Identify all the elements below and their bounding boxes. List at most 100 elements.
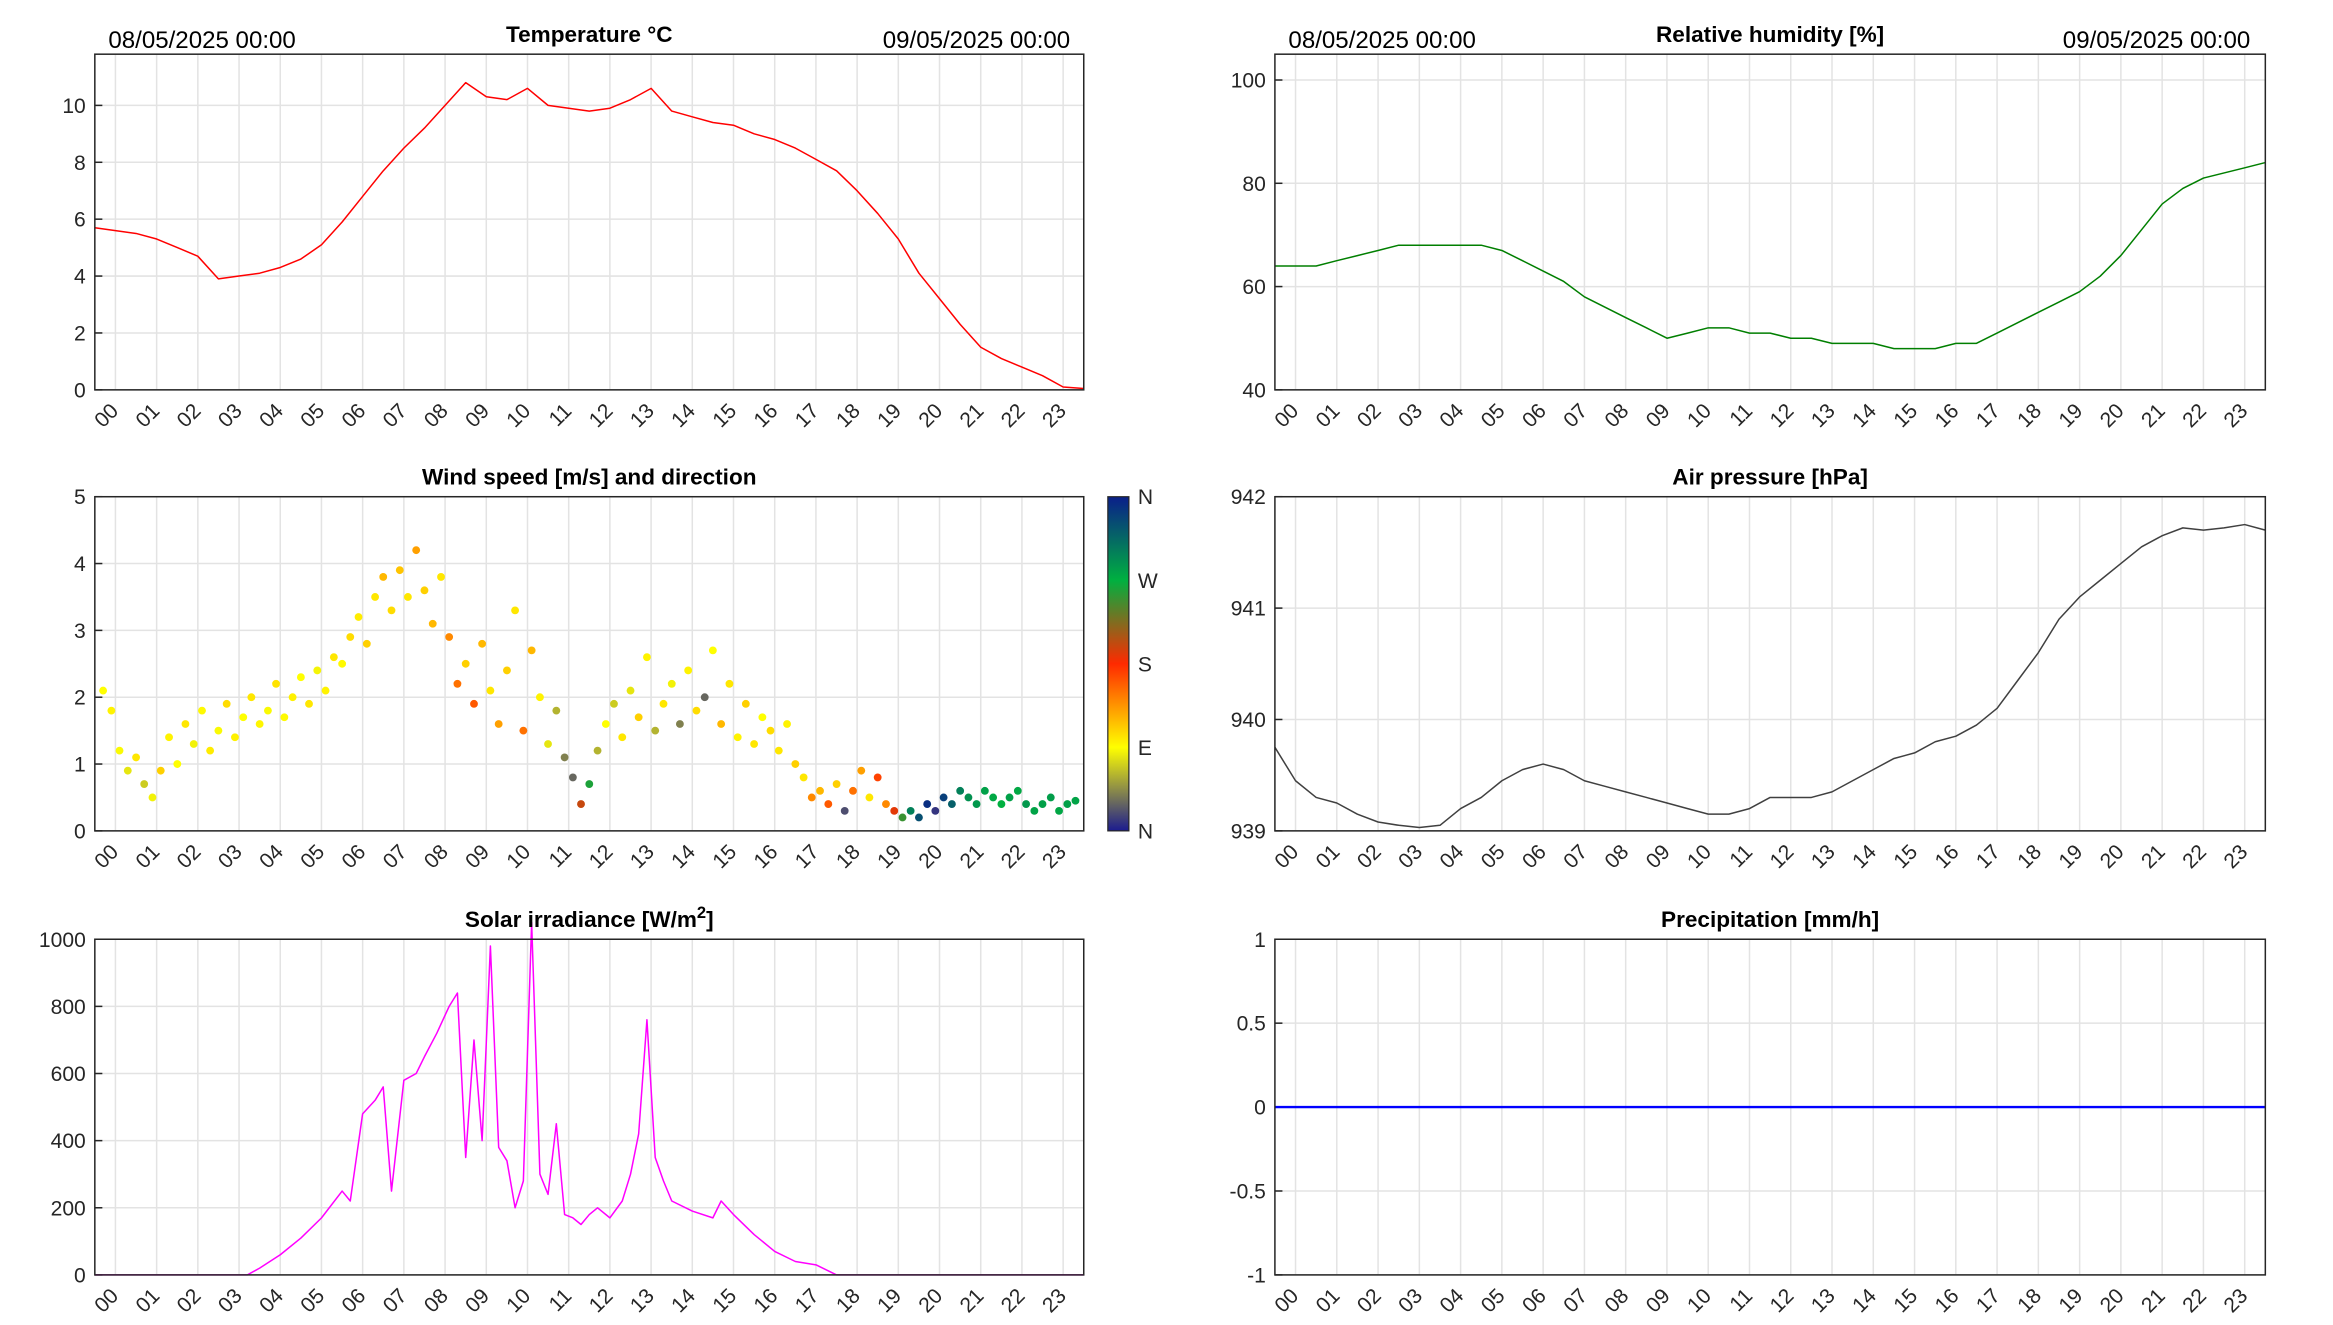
wind-point bbox=[371, 593, 380, 601]
x-tick-label: 14 bbox=[667, 399, 700, 432]
x-tick-label: 06 bbox=[1518, 399, 1551, 432]
x-tick-label: 07 bbox=[379, 840, 412, 873]
wind-point bbox=[239, 713, 248, 722]
x-tick-label: 13 bbox=[1807, 399, 1840, 432]
x-tick-label: 05 bbox=[296, 840, 329, 873]
x-tick-label: 09 bbox=[1642, 840, 1675, 873]
x-tick-label: 05 bbox=[296, 399, 329, 432]
temperature-chart: 00 01 02 03 04 05 06 07 08 09 10 11 12 13 14 15 16 17 18 19… bbox=[62, 22, 1085, 432]
x-tick-label: 19 bbox=[2054, 399, 2087, 432]
x-tick-label: 04 bbox=[255, 399, 288, 432]
wind-point bbox=[791, 760, 800, 768]
wind-point bbox=[338, 659, 347, 668]
x-tick-label: 07 bbox=[379, 399, 412, 432]
wind-point bbox=[486, 686, 495, 695]
x-tick-label: 17 bbox=[791, 1284, 824, 1317]
x-tick-label: 03 bbox=[1394, 399, 1427, 432]
wind-point bbox=[552, 706, 561, 715]
wind-point bbox=[387, 606, 396, 615]
x-tick-label: 19 bbox=[873, 840, 906, 873]
y-tick-label: 0 bbox=[1254, 1097, 1266, 1120]
x-tick-label: 05 bbox=[1477, 399, 1510, 432]
wind-point bbox=[560, 753, 569, 762]
x-tick-label: 11 bbox=[545, 1284, 577, 1316]
wind-point bbox=[420, 586, 429, 595]
left-date-label-2: 08/05/2025 00:00 bbox=[1288, 27, 1475, 54]
x-tick-label: 17 bbox=[1972, 1284, 2005, 1317]
wind-point bbox=[346, 633, 355, 641]
wind-point bbox=[1071, 796, 1080, 805]
x-tick-label: 04 bbox=[1435, 399, 1468, 432]
wind-point bbox=[700, 693, 709, 702]
wind-point bbox=[379, 573, 388, 581]
x-tick-label: 02 bbox=[1353, 399, 1386, 432]
x-tick-label: 03 bbox=[1394, 840, 1427, 873]
wind-point bbox=[173, 760, 182, 768]
humidity-axes-frame bbox=[1274, 53, 2267, 391]
x-tick-label: 16 bbox=[750, 399, 783, 432]
wind-point bbox=[264, 706, 272, 715]
wind-point bbox=[321, 686, 330, 695]
wind-point bbox=[618, 733, 627, 742]
x-tick-label: 09 bbox=[1642, 399, 1675, 432]
wind-point bbox=[288, 693, 297, 702]
y-tick-label: 40 bbox=[1242, 379, 1265, 402]
y-tick-label: 6 bbox=[74, 209, 86, 232]
solar-axes-frame bbox=[94, 938, 1085, 1276]
wind-point bbox=[741, 699, 750, 708]
x-tick-label: 03 bbox=[214, 840, 247, 873]
precip-title: Precipitation [mm/h] bbox=[1661, 907, 1879, 932]
x-tick-label: 23 bbox=[2220, 399, 2253, 432]
wind-point bbox=[816, 786, 824, 795]
wind-point bbox=[807, 793, 816, 802]
x-tick-label: 14 bbox=[1848, 1284, 1881, 1317]
wind-point bbox=[280, 713, 289, 722]
right-date-label-2: 09/05/2025 00:00 bbox=[2063, 27, 2250, 54]
wind-point bbox=[107, 706, 116, 715]
wind-point bbox=[132, 753, 140, 762]
x-tick-label: 15 bbox=[1889, 840, 1922, 873]
y-tick-label: 2 bbox=[74, 322, 86, 345]
wind-point bbox=[470, 699, 478, 708]
x-tick-label: 16 bbox=[1931, 840, 1964, 873]
wind-point bbox=[766, 726, 775, 735]
colorbar-label: W bbox=[1138, 570, 1158, 593]
wind-point bbox=[329, 653, 338, 662]
pressure-title: Air pressure [hPa] bbox=[1672, 465, 1868, 490]
solar-title: Solar irradiance [W/m2] bbox=[465, 903, 714, 933]
wind-point bbox=[231, 733, 239, 742]
wind-point bbox=[1013, 786, 1022, 795]
wind-point bbox=[1063, 800, 1072, 808]
x-tick-label: 22 bbox=[997, 399, 1030, 432]
y-tick-label: 0 bbox=[74, 820, 86, 843]
x-tick-label: 16 bbox=[750, 840, 783, 873]
temperature-title: Temperature °C bbox=[506, 22, 673, 47]
wind-point bbox=[865, 793, 874, 802]
wind-point bbox=[222, 699, 231, 708]
x-tick-label: 03 bbox=[1394, 1284, 1427, 1317]
x-tick-label: 02 bbox=[1353, 840, 1386, 873]
x-tick-label: 08 bbox=[420, 1284, 453, 1317]
x-tick-label: 12 bbox=[585, 840, 618, 873]
x-tick-label: 03 bbox=[214, 399, 247, 432]
x-tick-label: 01 bbox=[1312, 1284, 1345, 1317]
wind-point bbox=[305, 699, 313, 708]
y-tick-label: 10 bbox=[62, 95, 85, 118]
x-tick-label: 22 bbox=[2178, 399, 2211, 432]
y-tick-label: -1 bbox=[1247, 1264, 1266, 1287]
wind-point bbox=[412, 546, 421, 555]
colorbar-label: N bbox=[1138, 820, 1153, 843]
wind-point bbox=[1055, 806, 1063, 815]
wind-point bbox=[898, 813, 907, 822]
wind-point bbox=[923, 800, 932, 808]
wind-point bbox=[849, 786, 857, 795]
y-tick-label: 0.5 bbox=[1237, 1013, 1266, 1036]
x-tick-label: 20 bbox=[2096, 840, 2129, 873]
wind-point bbox=[445, 633, 454, 641]
wind-point bbox=[503, 666, 511, 675]
x-tick-label: 00 bbox=[90, 840, 123, 873]
wind-point bbox=[511, 606, 519, 615]
x-tick-label: 22 bbox=[2178, 840, 2211, 873]
x-tick-label: 23 bbox=[1038, 1284, 1071, 1317]
wind-point bbox=[362, 639, 371, 648]
